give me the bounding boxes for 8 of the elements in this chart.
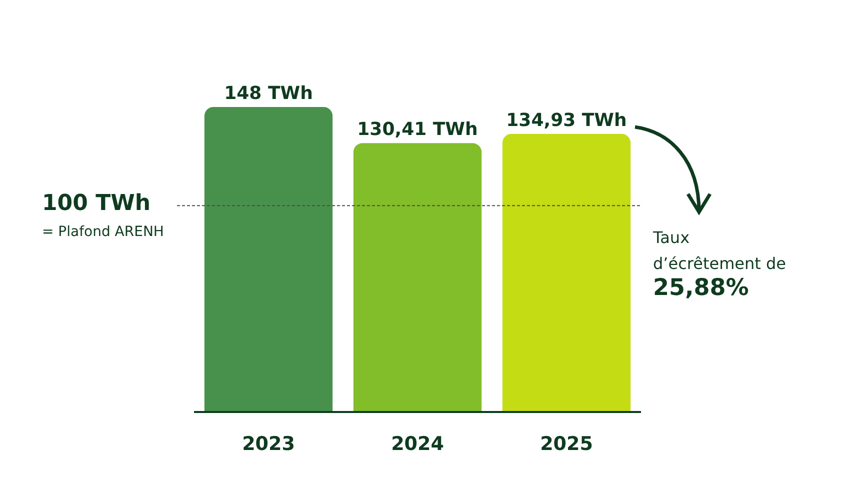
ref-line-label: 100 TWh = Plafond ARENH xyxy=(42,191,164,240)
x-tick-label: 2025 xyxy=(540,432,593,455)
data-label: 130,41 TWh xyxy=(357,119,478,140)
x-tick-label: 2024 xyxy=(391,432,444,455)
data-label: 148 TWh xyxy=(224,83,313,104)
x-tick-label: 2023 xyxy=(242,432,295,455)
text: Taux d’écrêtement de 25,88% xyxy=(652,228,786,301)
data-label: 134,93 TWh xyxy=(506,110,627,131)
